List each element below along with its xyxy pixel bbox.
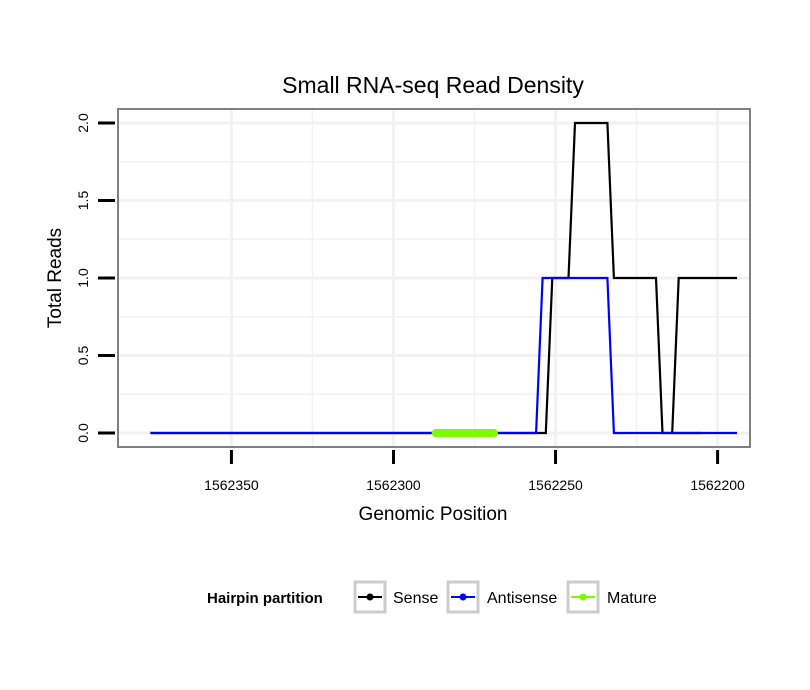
y-tick-label: 2.0 bbox=[75, 113, 91, 133]
series-layer bbox=[150, 121, 737, 438]
x-tick-label: 1562200 bbox=[690, 477, 745, 493]
y-tick-label: 1.0 bbox=[75, 268, 91, 288]
legend-label-mature: Mature bbox=[607, 590, 657, 607]
mature-endpoint bbox=[431, 429, 440, 438]
plot-panel-border bbox=[117, 108, 751, 448]
y-tick-label: 0.5 bbox=[75, 346, 91, 366]
chart-title: Small RNA-seq Read Density bbox=[282, 72, 584, 98]
x-tick-label: 1562300 bbox=[366, 477, 421, 493]
legend-swatch-point-mature bbox=[579, 593, 587, 601]
legend-title: Hairpin partition bbox=[207, 590, 323, 607]
legend: Hairpin partition Sense Antisense Mature bbox=[207, 580, 657, 614]
legend-swatch-point-antisense bbox=[459, 593, 467, 601]
x-tick-label: 1562250 bbox=[528, 477, 583, 493]
sense-continued-series-line bbox=[671, 276, 737, 434]
legend-label-sense: Sense bbox=[393, 590, 438, 607]
legend-label-antisense: Antisense bbox=[487, 590, 557, 607]
mature-endpoint bbox=[489, 429, 498, 438]
x-tick-label: 1562350 bbox=[204, 477, 259, 493]
y-tick-label: 0.0 bbox=[75, 423, 91, 443]
y-tick-label: 1.5 bbox=[75, 191, 91, 211]
x-axis-title: Genomic Position bbox=[359, 504, 508, 525]
y-axis-title: Total Reads bbox=[45, 228, 66, 328]
antisense-series-line bbox=[150, 276, 737, 435]
sense-series-line bbox=[150, 121, 702, 435]
legend-swatch-point-sense bbox=[366, 593, 374, 601]
x-axis: 1562350 1562300 1562250 1562200 bbox=[204, 450, 745, 493]
y-axis: 0.0 0.5 1.0 1.5 2.0 bbox=[75, 113, 115, 443]
